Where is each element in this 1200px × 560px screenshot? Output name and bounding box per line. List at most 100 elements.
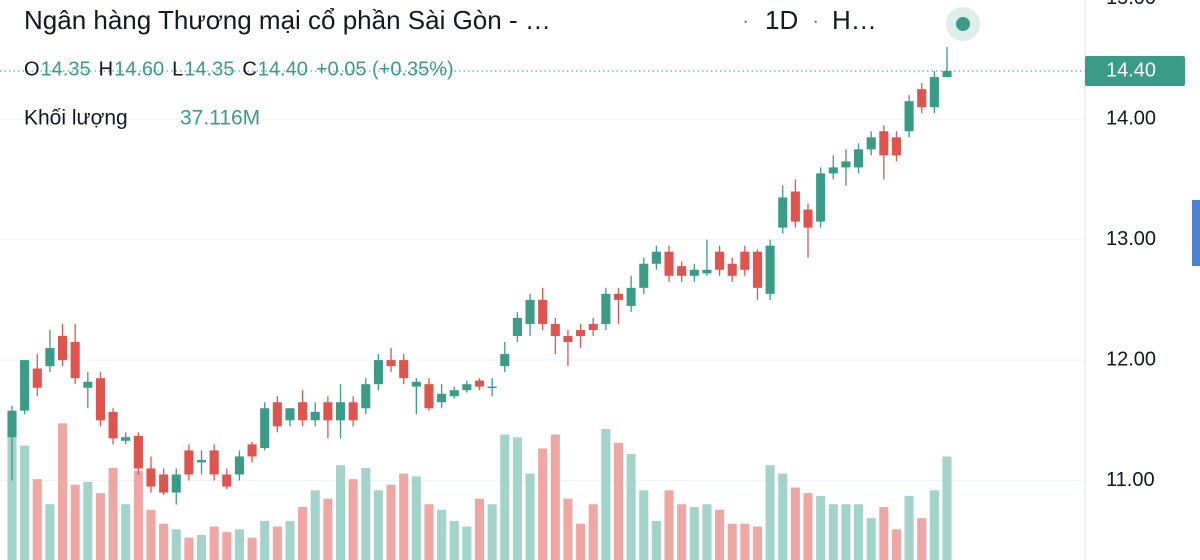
candle-body [702, 269, 712, 274]
volume-bar [651, 520, 661, 560]
interval: 1D [765, 5, 798, 35]
volume-bar [702, 504, 712, 560]
volume-bar [196, 534, 207, 560]
candle-body [677, 266, 687, 276]
last-price-label: 14.40 [1106, 59, 1156, 81]
volume-bar [449, 520, 459, 560]
ohlc-change: +0.05 (+0.35%) [316, 58, 454, 80]
volume-bar [171, 529, 181, 560]
volume-bar [601, 428, 611, 560]
volume-bar [335, 465, 346, 560]
candle-body [95, 378, 105, 421]
candle-body [651, 251, 661, 264]
candle-body [917, 89, 927, 108]
volume-bar [32, 479, 42, 560]
volume-bar [917, 518, 927, 560]
exchange: H… [832, 5, 877, 35]
volume-bar [310, 490, 320, 560]
ohlc-value: 14.35 [184, 58, 234, 80]
volume-bar [576, 523, 586, 560]
y-tick-label: 14.00 [1106, 108, 1156, 130]
candle-body [449, 390, 459, 397]
volume-bar [929, 490, 939, 560]
candle-body [879, 131, 889, 156]
candle-body [247, 444, 257, 457]
volume-bar [272, 526, 282, 560]
volume-bar [487, 504, 497, 560]
status-dot[interactable] [956, 17, 970, 31]
candle-body [576, 329, 586, 336]
ohlc-key: O [24, 58, 40, 80]
candle-body [121, 437, 131, 441]
volume-bar [891, 529, 902, 560]
volume-bar [57, 423, 68, 560]
candle-body [20, 360, 30, 411]
candle-body [740, 251, 750, 270]
candle-body [563, 336, 573, 343]
candle-body [108, 411, 118, 439]
candle-body [209, 450, 219, 475]
candle-body [727, 263, 737, 276]
volume-bar [626, 454, 636, 560]
candle-body [411, 381, 421, 387]
volume-bar [184, 537, 194, 560]
candle-body [689, 269, 699, 276]
candle-body [790, 191, 800, 222]
volume-bar [373, 490, 383, 560]
candle-body [298, 402, 308, 421]
candle-body [904, 101, 914, 132]
candle-body [462, 384, 472, 391]
candle-body [474, 380, 485, 387]
candle-body [7, 410, 17, 438]
volume-bar [411, 476, 421, 560]
volume-bar [715, 509, 725, 560]
candle-body [550, 323, 560, 336]
candle-body [500, 354, 510, 367]
candle-body [538, 299, 548, 324]
ohlc-value: 14.40 [258, 58, 308, 80]
candle-body [613, 293, 624, 300]
volume-legend-label: Khối lượng [24, 107, 128, 130]
y-tick-label: 13.00 [1106, 228, 1156, 250]
volume-bar [613, 442, 624, 560]
candle-body [196, 460, 207, 463]
candle-body [32, 368, 42, 388]
candle-body [639, 263, 649, 288]
volume-bar [550, 434, 560, 560]
volume-bar [424, 504, 434, 560]
last-price-box [1085, 56, 1185, 87]
chart-title: Ngân hàng Thương mại cổ phần Sài Gòn - … [24, 5, 551, 35]
separator: · [742, 8, 749, 33]
volume-bar [525, 473, 535, 560]
volume-bar [664, 490, 674, 560]
candle-body [272, 402, 282, 427]
candle-body [285, 408, 295, 421]
candle-body [361, 384, 371, 409]
volume-bar [133, 470, 143, 560]
separator: · [812, 8, 819, 33]
volume-bar [209, 526, 219, 560]
candle-body [133, 435, 143, 469]
candle-body [866, 137, 876, 150]
candle-body [57, 336, 68, 361]
candle-body [83, 381, 93, 388]
price-axis: 11.00 12.00 13.00 14.00 15.00 [1106, 0, 1156, 491]
volume-bar [437, 509, 447, 560]
candle-body [525, 299, 535, 324]
candle-body [45, 348, 55, 367]
candle-body [310, 411, 320, 421]
candle-body [841, 161, 851, 168]
candle-body [335, 402, 346, 421]
volume-bar [159, 523, 169, 560]
volume-bar [20, 445, 30, 560]
volume-bar [260, 520, 270, 560]
volume-bar [83, 481, 93, 560]
candle-body [778, 197, 788, 228]
volume-bar [778, 473, 788, 560]
candle-body [588, 323, 598, 330]
volume-bar [677, 504, 687, 560]
volume-bar [816, 495, 826, 560]
volume-bar [588, 504, 598, 560]
volume-bar [866, 518, 876, 560]
